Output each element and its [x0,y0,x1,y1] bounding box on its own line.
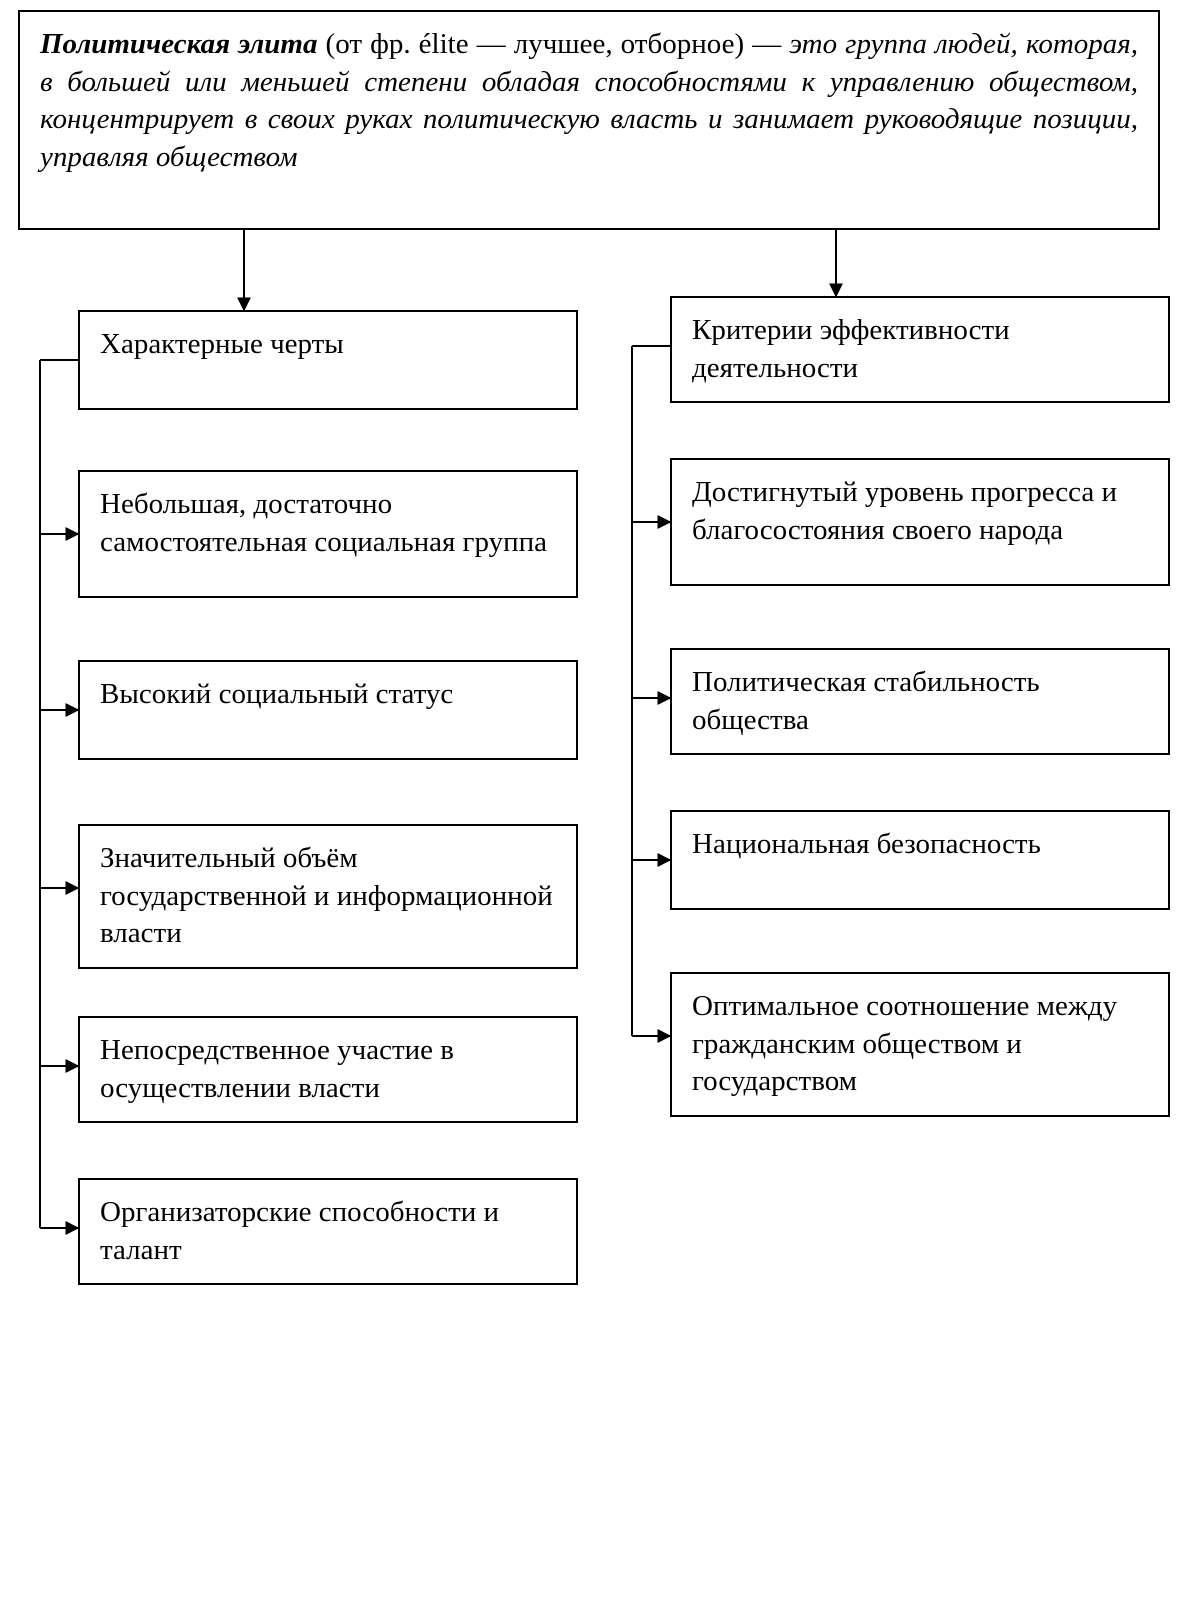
left-header-box-label: Характерные черты [100,328,344,360]
right-item-box-label: Достигнутый уровень прогресса и благосос… [692,476,1117,546]
left-item-box-label: Значительный объём государственной и инф… [100,842,553,949]
right-header-box: Критерии эффективности деятельности [670,296,1170,403]
left-item-box: Организаторские способности и талант [78,1178,578,1285]
left-item-box-label: Организаторские способности и талант [100,1196,499,1266]
left-item-box-label: Высокий социальный статус [100,678,453,710]
diagram-stage: Политическая элита (от фр. élite — лучше… [0,0,1178,1621]
right-item-box-label: Оптимальное соотношение между граждански… [692,990,1117,1097]
definition-term: Политическая элита [40,28,317,60]
left-item-box: Высокий социальный статус [78,660,578,760]
left-item-box: Значительный объём государственной и инф… [78,824,578,969]
definition-box: Политическая элита (от фр. élite — лучше… [18,10,1160,230]
left-item-box: Непосредственное участие в осуществлении… [78,1016,578,1123]
left-item-box-label: Небольшая, достаточно самостоятельная со… [100,488,547,558]
right-item-box-label: Национальная безопасность [692,828,1041,860]
right-item-box: Оптимальное соотношение между граждански… [670,972,1170,1117]
right-item-box: Национальная безопасность [670,810,1170,910]
right-item-box: Политическая стабильность общества [670,648,1170,755]
right-item-box: Достигнутый уровень прогресса и благосос… [670,458,1170,586]
left-header-box: Характерные черты [78,310,578,410]
right-item-box-label: Политическая стабильность общества [692,666,1040,736]
definition-etymology: (от фр. élite — лучшее, отборное) — [317,28,789,60]
right-header-box-label: Критерии эффективности деятельности [692,314,1010,384]
left-item-box-label: Непосредственное участие в осуществлении… [100,1034,454,1104]
left-item-box: Небольшая, достаточно самостоятельная со… [78,470,578,598]
